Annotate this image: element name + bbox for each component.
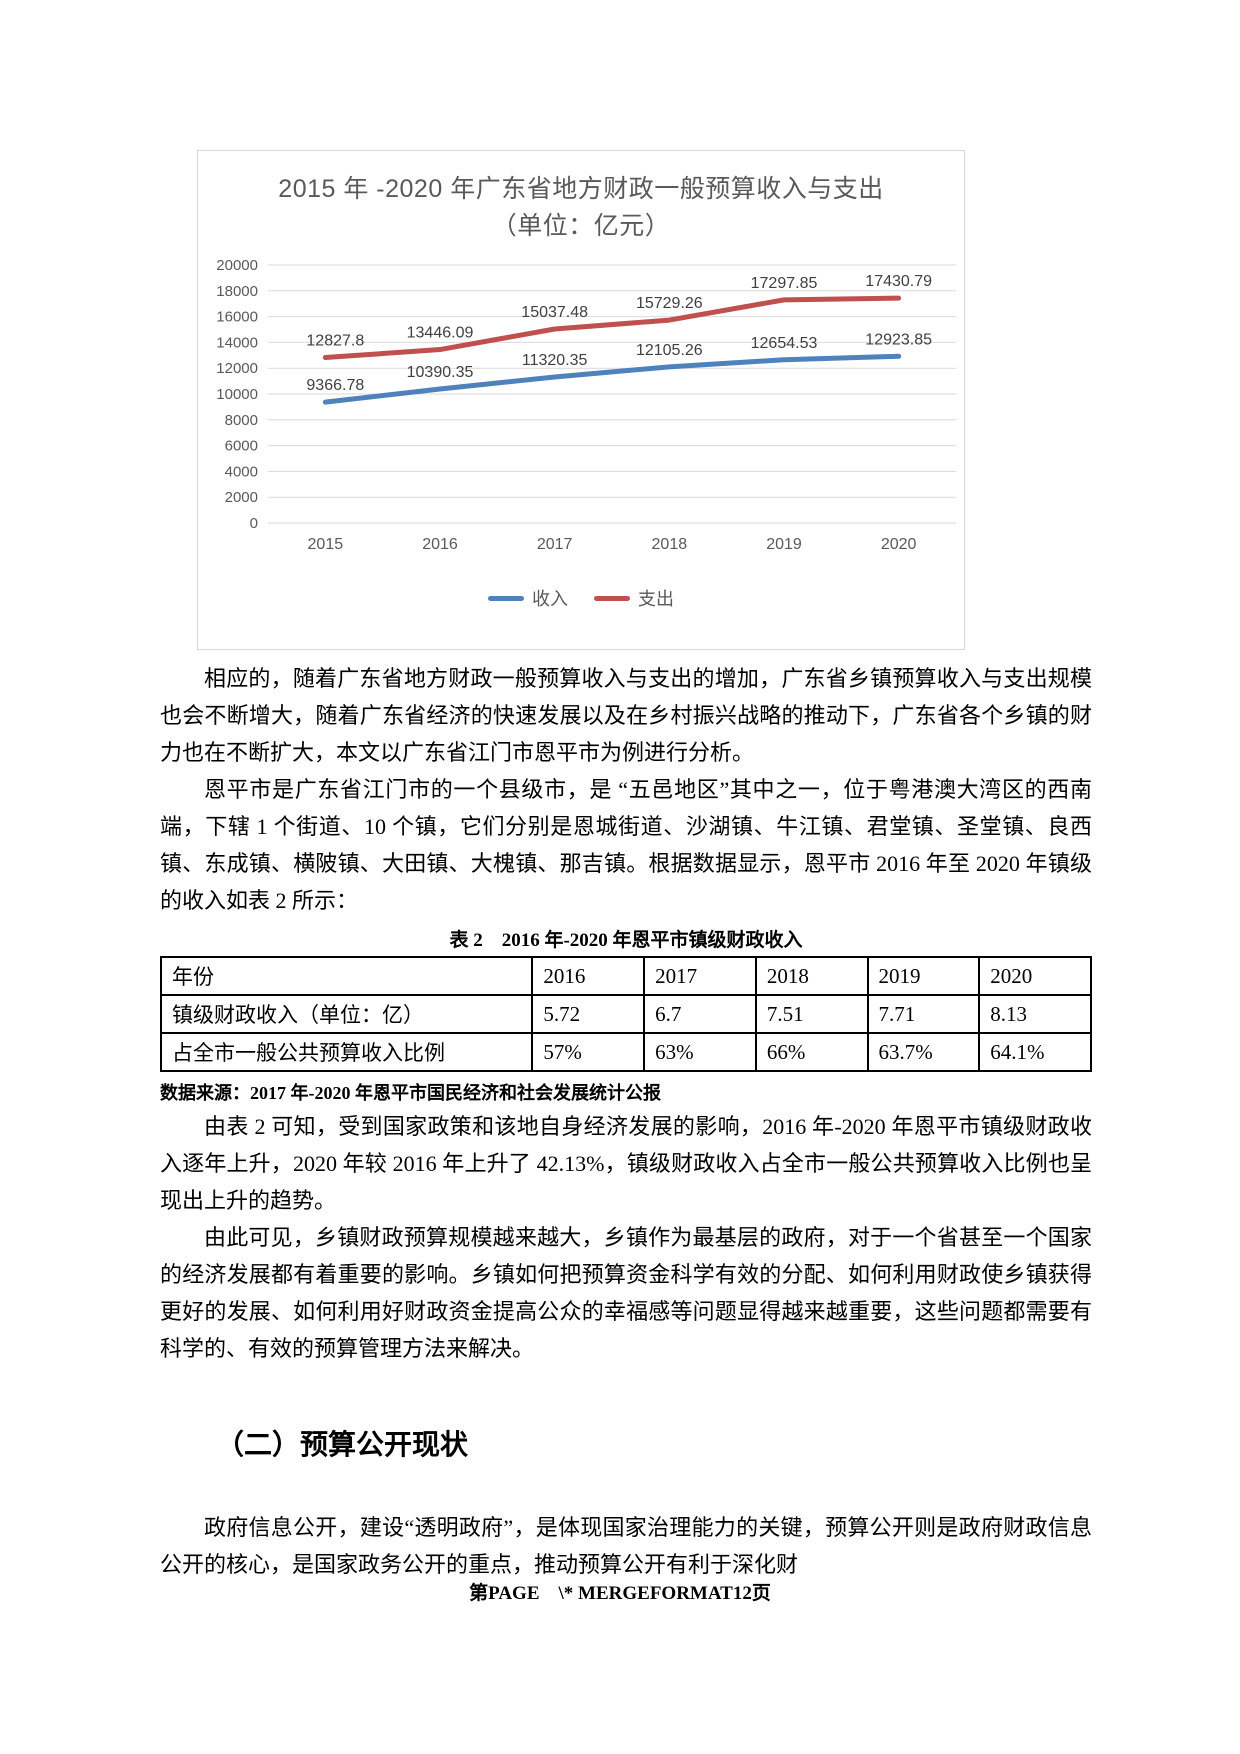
legend-line-swatch (594, 595, 630, 601)
paragraph-intro: 相应的，随着广东省地方财政一般预算收入与支出的增加，广东省乡镇预算收入与支出规模… (160, 666, 1092, 765)
table-cell: 7.51 (754, 994, 869, 1034)
y-axis-tick-label: 12000 (216, 360, 258, 377)
table-cell: 57% (531, 1032, 646, 1072)
y-axis-tick-label: 10000 (216, 386, 258, 403)
paragraph-enping-overview: 恩平市是广东省江门市的一个县级市，是 “五邑地区”其中之一，位于粤港澳大湾区的西… (160, 777, 1092, 913)
table-cell: 8.13 (978, 994, 1092, 1034)
data-label: 10390.35 (407, 364, 474, 381)
data-label: 9366.78 (306, 377, 364, 394)
series-line-收入 (322, 353, 902, 405)
x-axis-tick-label: 2017 (537, 536, 573, 553)
chart-title: 2015 年 -2020 年广东省地方财政一般预算收入与支出（单位：亿元） (278, 175, 884, 240)
data-label: 17430.79 (865, 273, 932, 290)
section-heading: （二）预算公开现状 (216, 1430, 469, 1461)
town-revenue-table: 年份 2016 2017 2018 2019 2020 镇级财政收入（单位：亿） 5.72 6.… (159, 956, 1092, 1072)
data-label: 17297.85 (751, 275, 818, 292)
data-label: 12654.53 (751, 335, 818, 352)
y-axis-tick-label: 2000 (225, 489, 258, 506)
data-label: 11320.35 (522, 352, 588, 369)
legend-line-swatch (488, 595, 524, 601)
legend-item-收入: 收入 (488, 585, 568, 611)
paragraph-conclusion: 由此可见，乡镇财政预算规模越来越大，乡镇作为最基层的政府，对于一个省甚至一个国家… (160, 1225, 1092, 1361)
y-axis-tick-label: 16000 (216, 309, 258, 326)
x-axis-tick-label: 2019 (766, 536, 802, 553)
y-axis-tick-label: 6000 (225, 438, 258, 455)
table-cell: 6.7 (643, 994, 757, 1034)
table-row: 占全市一般公共预算收入比例 57% 63% 66% 63.7% 64.1% (159, 1032, 1092, 1072)
legend-label: 支出 (638, 589, 674, 609)
y-axis-tick-label: 0 (250, 515, 258, 532)
table-cell: 2017 (643, 956, 757, 996)
table-cell: 5.72 (531, 994, 646, 1034)
series-line-支出 (322, 295, 902, 361)
budget-line-chart-figure: 2015 年 -2020 年广东省地方财政一般预算收入与支出（单位：亿元） 0 2… (197, 150, 965, 650)
x-axis-tick-label: 2018 (652, 536, 688, 553)
data-label: 12923.85 (865, 331, 932, 348)
y-axis-tick-label: 20000 (216, 257, 258, 274)
data-label: 12827.8 (306, 333, 364, 350)
y-axis-tick-label: 14000 (216, 334, 258, 351)
y-axis-tick-label: 4000 (225, 463, 258, 480)
y-axis-tick-label: 8000 (225, 412, 258, 429)
data-label: 15037.48 (521, 304, 588, 321)
table-cell: 镇级财政收入（单位：亿） (159, 994, 534, 1034)
x-axis-tick-label: 2016 (422, 536, 458, 553)
document-content: 2015 年 -2020 年广东省地方财政一般预算收入与支出（单位：亿元） 0 2… (159, 147, 1092, 1583)
table-cell: 63.7% (866, 1032, 981, 1072)
table-cell: 2019 (866, 956, 981, 996)
table-cell: 63% (643, 1032, 757, 1072)
table-row: 镇级财政收入（单位：亿） 5.72 6.7 7.51 7.71 8.13 (159, 994, 1092, 1034)
table-row: 年份 2016 2017 2018 2019 2020 (159, 956, 1092, 996)
table-cell: 64.1% (978, 1032, 1092, 1072)
x-axis-tick-label: 2015 (308, 536, 344, 553)
paragraph-table-analysis: 由表 2 可知，受到国家政策和该地自身经济发展的影响，2016 年-2020 年… (160, 1114, 1092, 1213)
line-chart: 0 2000 4000 6000 8000 10000 12000 14000 16000 180… (216, 257, 956, 553)
table-caption: 表 2 2016 年-2020 年恩平市镇级财政收入 (449, 930, 803, 951)
chart-legend: 收入 支出 (198, 585, 964, 611)
data-label: 15729.26 (636, 295, 703, 312)
y-axis-tick-label: 18000 (216, 283, 258, 300)
x-axis-tick-label: 2020 (881, 536, 917, 553)
paragraph-budget-disclosure: 政府信息公开，建设“透明政府”，是体现国家治理能力的关键，预算公开则是政府财政信… (160, 1515, 1092, 1577)
data-source-note: 数据来源：2017 年-2020 年恩平市国民经济和社会发展统计公报 (160, 1083, 661, 1103)
table-cell: 66% (754, 1032, 869, 1072)
data-label: 13446.09 (407, 325, 474, 342)
table-cell: 2018 (754, 956, 869, 996)
page-footer: 第PAGE \* MERGEFORMAT12页 (469, 1583, 771, 1604)
legend-label: 收入 (532, 589, 568, 609)
legend-item-支出: 支出 (594, 585, 674, 611)
table-cell: 2020 (978, 956, 1092, 996)
table-cell: 年份 (159, 956, 534, 996)
table-cell: 2016 (531, 956, 646, 996)
table-cell: 占全市一般公共预算收入比例 (159, 1032, 534, 1072)
table-cell: 7.71 (866, 994, 981, 1034)
data-label: 12105.26 (636, 342, 703, 359)
